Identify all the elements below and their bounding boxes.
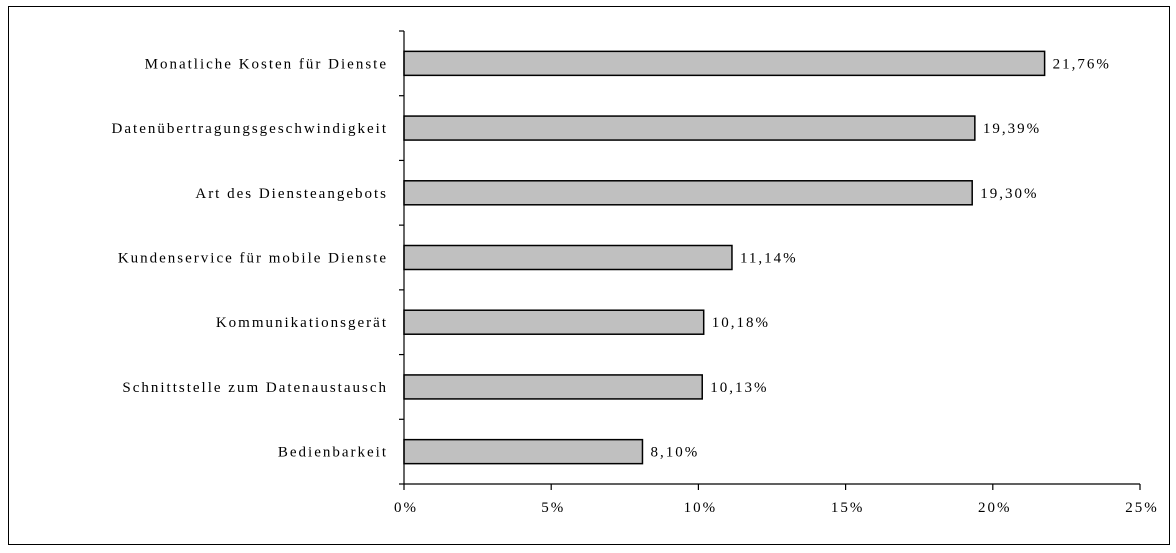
value-label: 19,39%: [983, 121, 1041, 137]
x-tick-label: 5%: [541, 500, 565, 516]
value-label: 11,14%: [740, 251, 798, 267]
category-label: Schnittstelle zum Datenaustausch: [122, 380, 388, 396]
bar: [403, 115, 976, 141]
value-label: 19,30%: [980, 186, 1038, 202]
category-label: Monatliche Kosten für Dienste: [145, 56, 388, 72]
bar: [403, 309, 705, 335]
bar: [403, 50, 1046, 77]
bar: [403, 180, 973, 206]
x-tick-label: 20%: [978, 500, 1012, 516]
x-tick-label: 25%: [1125, 500, 1159, 516]
value-label: 21,76%: [1053, 56, 1111, 72]
category-label: Bedienbarkeit: [278, 445, 388, 461]
bar: [403, 438, 644, 465]
x-tick-label: 0%: [394, 500, 418, 516]
category-label: Art des Diensteangebots: [195, 186, 388, 202]
x-tick-label: 10%: [684, 500, 718, 516]
bar: [403, 244, 733, 271]
x-tick-label: 15%: [831, 500, 865, 516]
value-label: 8,10%: [650, 445, 699, 461]
value-label: 10,13%: [710, 380, 768, 396]
bar: [403, 374, 703, 400]
category-label: Kommunikationsgerät: [216, 315, 388, 331]
category-label: Kundenservice für mobile Dienste: [118, 251, 388, 267]
value-label: 10,18%: [712, 315, 770, 331]
category-label: Datenübertragungsgeschwindigkeit: [112, 121, 388, 137]
